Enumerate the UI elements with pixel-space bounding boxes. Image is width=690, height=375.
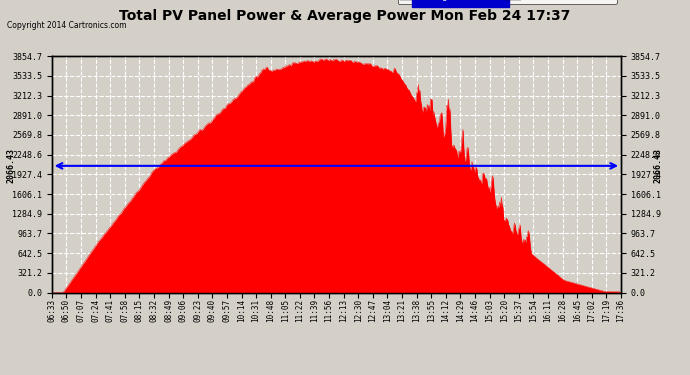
Legend: Average  (DC Watts), PV Panels  (DC Watts): Average (DC Watts), PV Panels (DC Watts) [398, 0, 617, 3]
Text: Copyright 2014 Cartronics.com: Copyright 2014 Cartronics.com [7, 21, 126, 30]
Text: Total PV Panel Power & Average Power Mon Feb 24 17:37: Total PV Panel Power & Average Power Mon… [119, 9, 571, 23]
Text: 2066.43: 2066.43 [6, 148, 15, 183]
Text: 2066.43: 2066.43 [653, 148, 662, 183]
